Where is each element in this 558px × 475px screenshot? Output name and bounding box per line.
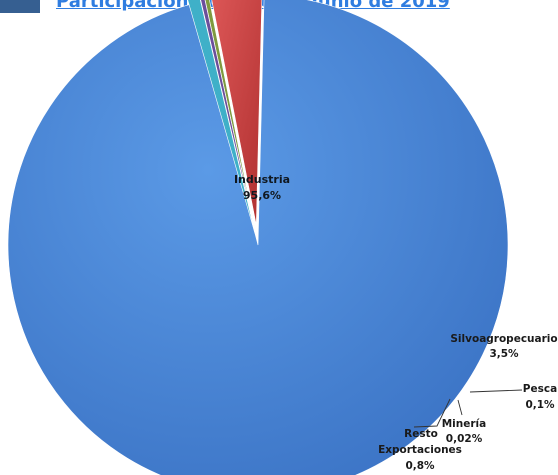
- slice-silvoagropecuario: [211, 0, 263, 226]
- label-mineria-value: 0,02%: [446, 433, 483, 445]
- label-resto-value: 0,8%: [405, 460, 435, 472]
- pie-slices: [7, 0, 509, 475]
- label-industria-name: Industria: [234, 173, 290, 186]
- slice-mineria: [200, 0, 256, 232]
- label-resto-name-2: Exportaciones: [378, 444, 462, 456]
- leader-resto: [413, 398, 451, 428]
- label-silvo-name: Silvoagropecuario: [450, 333, 557, 345]
- label-resto-name: Resto: [404, 428, 438, 440]
- label-pesca-name: Pesca: [523, 383, 557, 395]
- leader-pesca: [469, 389, 523, 393]
- leader-mineria: [457, 399, 463, 416]
- title-icon: [0, 0, 40, 13]
- leader-lines: [413, 389, 523, 428]
- label-mineria-name: Minería: [442, 418, 487, 430]
- slice-resto: [187, 0, 256, 234]
- slice-industria: [7, 0, 509, 475]
- label-industria-value: 95,6%: [243, 189, 281, 202]
- label-pesca-value: 0,1%: [525, 399, 555, 411]
- label-silvo-value: 3,5%: [489, 348, 519, 360]
